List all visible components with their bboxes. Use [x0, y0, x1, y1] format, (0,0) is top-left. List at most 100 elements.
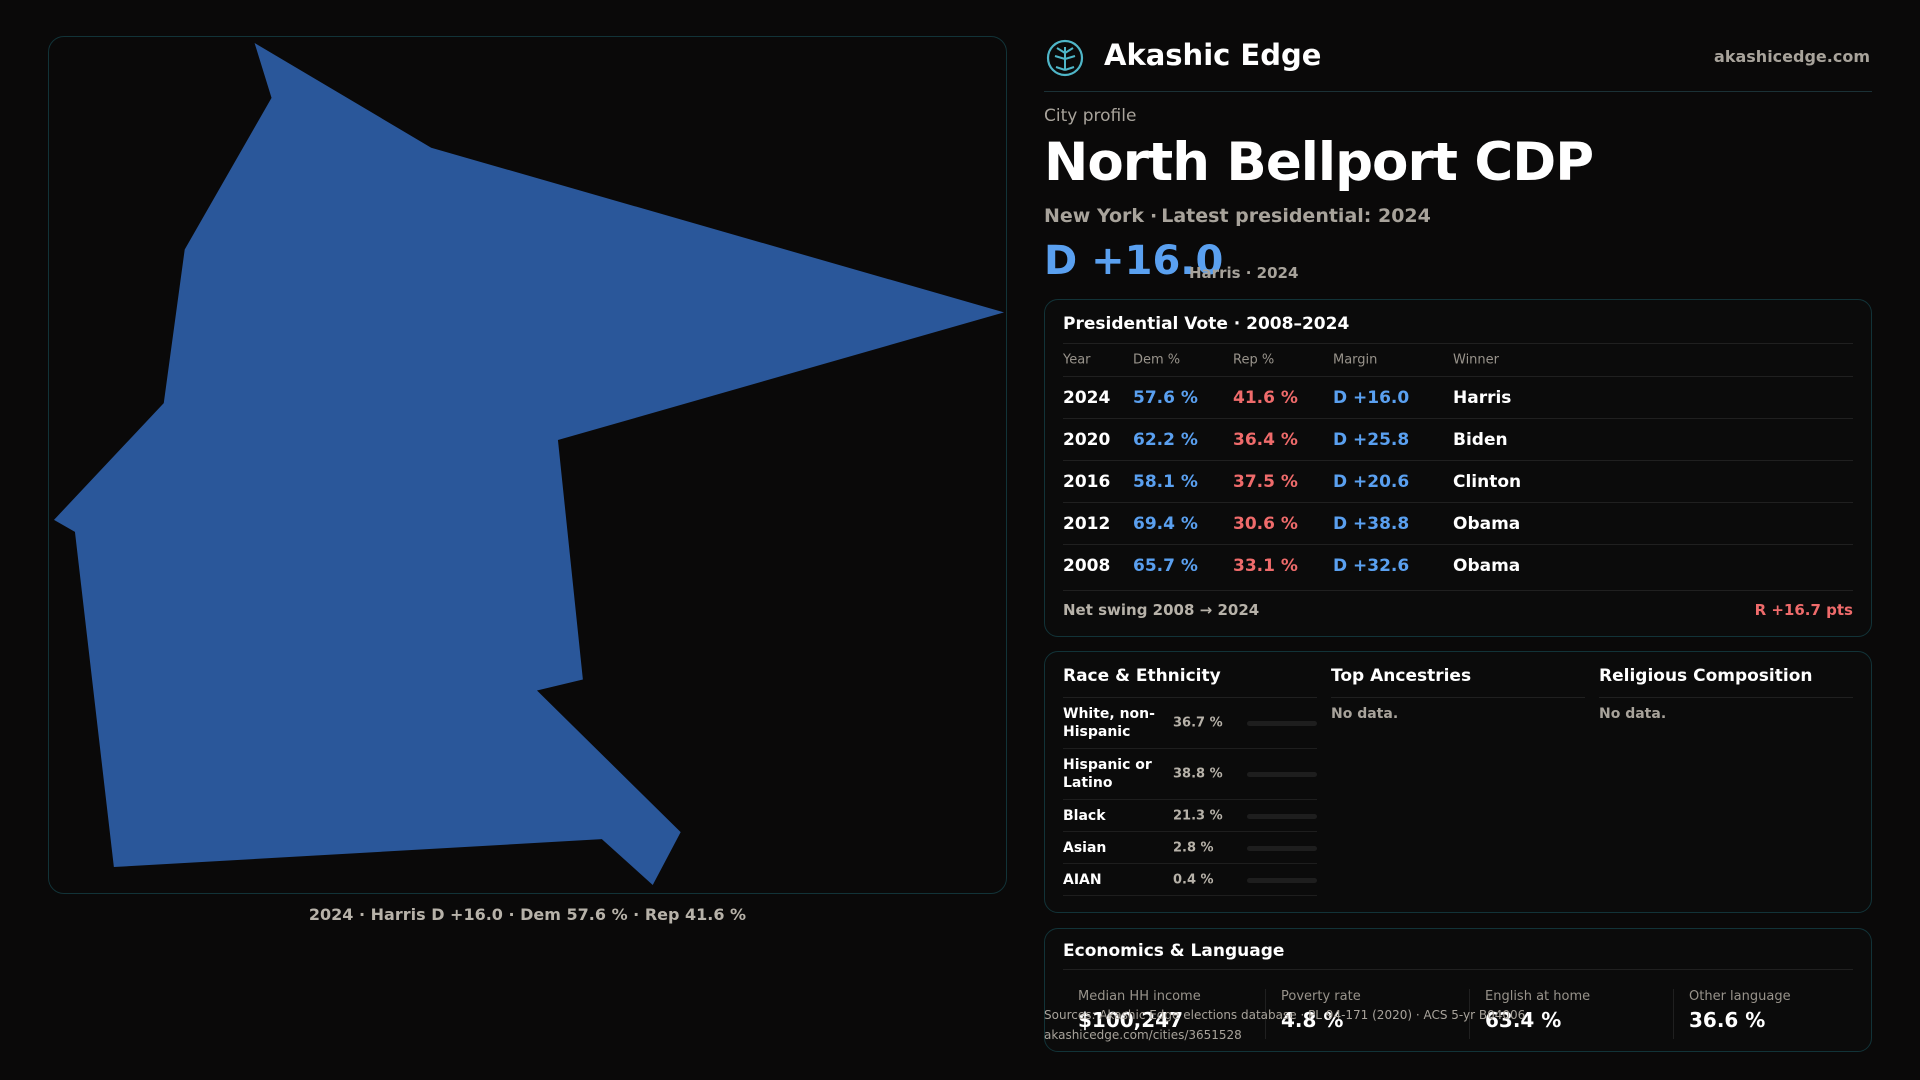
race-bar [1247, 772, 1317, 777]
row-winner: Harris [1453, 387, 1512, 408]
race-row: Black 21.3 % [1063, 800, 1317, 832]
row-margin: D +25.8 [1333, 429, 1410, 450]
stat-poverty-rate: Poverty rate 4.8 % [1281, 989, 1361, 1043]
headline-margin: D +16.0 [1044, 238, 1224, 284]
header-rep: Rep % [1233, 352, 1275, 368]
row-margin: D +38.8 [1333, 513, 1410, 534]
net-swing-value: R +16.7 pts [1754, 601, 1853, 619]
table-row: 2012 69.4 % 30.6 % D +38.8 Obama [1063, 502, 1853, 544]
race-bar [1247, 845, 1317, 851]
row-dem: 69.4 % [1133, 513, 1198, 534]
page-subtitle: New York · Latest presidential: 2024 [1044, 205, 1431, 227]
stat-label: English at home [1485, 989, 1591, 1004]
header-year: Year [1063, 352, 1091, 368]
religion-empty: No data. [1599, 706, 1667, 722]
economics-title: Economics & Language [1063, 941, 1285, 961]
row-winner: Biden [1453, 429, 1508, 450]
stat-value: 36.6 % [1689, 1008, 1766, 1032]
divider [1469, 989, 1470, 1039]
tree-emblem-icon[interactable] [1046, 39, 1084, 77]
divider [1673, 989, 1674, 1039]
race-label: White, non-Hispanic [1063, 706, 1155, 740]
race-label: AIAN [1063, 871, 1102, 888]
stat-value: $100,247 [1078, 1008, 1184, 1032]
ancestries-title: Top Ancestries [1331, 666, 1585, 698]
page-eyebrow: City profile [1044, 106, 1137, 126]
table-row: 2016 58.1 % 37.5 % D +20.6 Clinton [1063, 460, 1853, 502]
site-header: Akashic Edge akashicedge.com [1044, 34, 1872, 92]
stat-value: 4.8 % [1281, 1008, 1344, 1032]
row-year: 2016 [1063, 471, 1111, 492]
row-dem: 65.7 % [1133, 555, 1198, 576]
ancestries-section: Top Ancestries No data. [1331, 666, 1585, 722]
stat-median-income: Median HH income $100,247 [1078, 989, 1201, 1043]
religion-section: Religious Composition No data. [1599, 666, 1853, 722]
race-row: Hispanic or Latino 38.8 % [1063, 749, 1317, 800]
row-year: 2020 [1063, 429, 1111, 450]
row-margin: D +32.6 [1333, 555, 1410, 576]
header-winner: Winner [1453, 352, 1500, 368]
race-pct: 36.7 % [1173, 715, 1223, 731]
latest-election: Latest presidential: 2024 [1161, 205, 1431, 227]
table-row: 2008 65.7 % 33.1 % D +32.6 Obama [1063, 544, 1853, 586]
table-row: 2024 57.6 % 41.6 % D +16.0 Harris [1063, 376, 1853, 418]
economics-card: Economics & Language Median HH income $1… [1044, 928, 1872, 1052]
ancestries-empty: No data. [1331, 706, 1399, 722]
race-bar [1247, 721, 1317, 726]
headline-margin-note: Harris · 2024 [1189, 264, 1299, 282]
precinct-map[interactable] [48, 36, 1007, 894]
race-pct: 21.3 % [1173, 808, 1223, 823]
map-svg [53, 42, 1005, 886]
state-name: New York [1044, 205, 1145, 227]
divider [1063, 343, 1853, 344]
row-rep: 36.4 % [1233, 429, 1298, 450]
row-rep: 30.6 % [1233, 513, 1298, 534]
net-swing-label: Net swing 2008 → 2024 [1063, 601, 1260, 619]
row-year: 2012 [1063, 513, 1111, 534]
table-header: Year Dem % Rep % Margin Winner [1063, 344, 1853, 376]
row-dem: 62.2 % [1133, 429, 1198, 450]
site-url-link[interactable]: akashicedge.com [1714, 47, 1870, 66]
row-dem: 57.6 % [1133, 387, 1198, 408]
header-margin: Margin [1333, 352, 1378, 368]
row-winner: Obama [1453, 513, 1521, 534]
header-dem: Dem % [1133, 352, 1181, 368]
race-ethnicity-section: Race & Ethnicity White, non-Hispanic 36.… [1063, 666, 1317, 896]
stat-label: Other language [1689, 989, 1791, 1004]
profile-panel: Akashic Edge akashicedge.com City profil… [1044, 0, 1872, 1080]
row-year: 2024 [1063, 387, 1111, 408]
city-boundary-shape[interactable] [53, 42, 1005, 886]
map-caption: 2024 · Harris D +16.0 · Dem 57.6 % · Rep… [308, 905, 747, 924]
race-label: Hispanic or Latino [1063, 757, 1152, 791]
race-row: White, non-Hispanic 36.7 % [1063, 698, 1317, 749]
race-pct: 0.4 % [1173, 872, 1214, 887]
row-margin: D +16.0 [1333, 387, 1410, 408]
religion-title: Religious Composition [1599, 666, 1853, 698]
row-year: 2008 [1063, 555, 1111, 576]
row-winner: Obama [1453, 555, 1521, 576]
presidential-vote-card: Presidential Vote · 2008–2024 Year Dem %… [1044, 299, 1872, 637]
row-rep: 37.5 % [1233, 471, 1298, 492]
row-margin: D +20.6 [1333, 471, 1410, 492]
race-bar [1247, 813, 1317, 819]
source-citation: Sources: Akashic Edge elections database… [1044, 1008, 1526, 1022]
brand-name[interactable]: Akashic Edge [1104, 38, 1322, 72]
row-rep: 33.1 % [1233, 555, 1298, 576]
table-row: 2020 62.2 % 36.4 % D +25.8 Biden [1063, 418, 1853, 460]
divider [1265, 989, 1266, 1039]
stat-other-language: Other language 36.6 % [1689, 989, 1791, 1043]
row-rep: 41.6 % [1233, 387, 1298, 408]
stat-label: Poverty rate [1281, 989, 1361, 1004]
demographics-card: Race & Ethnicity White, non-Hispanic 36.… [1044, 651, 1872, 913]
row-dem: 58.1 % [1133, 471, 1198, 492]
presidential-vote-title: Presidential Vote · 2008–2024 [1063, 314, 1350, 334]
separator-dot: · [1150, 205, 1158, 227]
race-row: AIAN 0.4 % [1063, 864, 1317, 896]
source-url-link[interactable]: akashicedge.com/cities/3651528 [1044, 1028, 1242, 1042]
race-pct: 2.8 % [1173, 840, 1214, 855]
divider [1063, 969, 1853, 970]
source-footer: Sources: Akashic Edge elections database… [1044, 1005, 1525, 1045]
race-label: Black [1063, 807, 1106, 824]
net-swing: Net swing 2008 → 2024 R +16.7 pts [1063, 590, 1853, 630]
stat-value: 63.4 % [1485, 1008, 1562, 1032]
